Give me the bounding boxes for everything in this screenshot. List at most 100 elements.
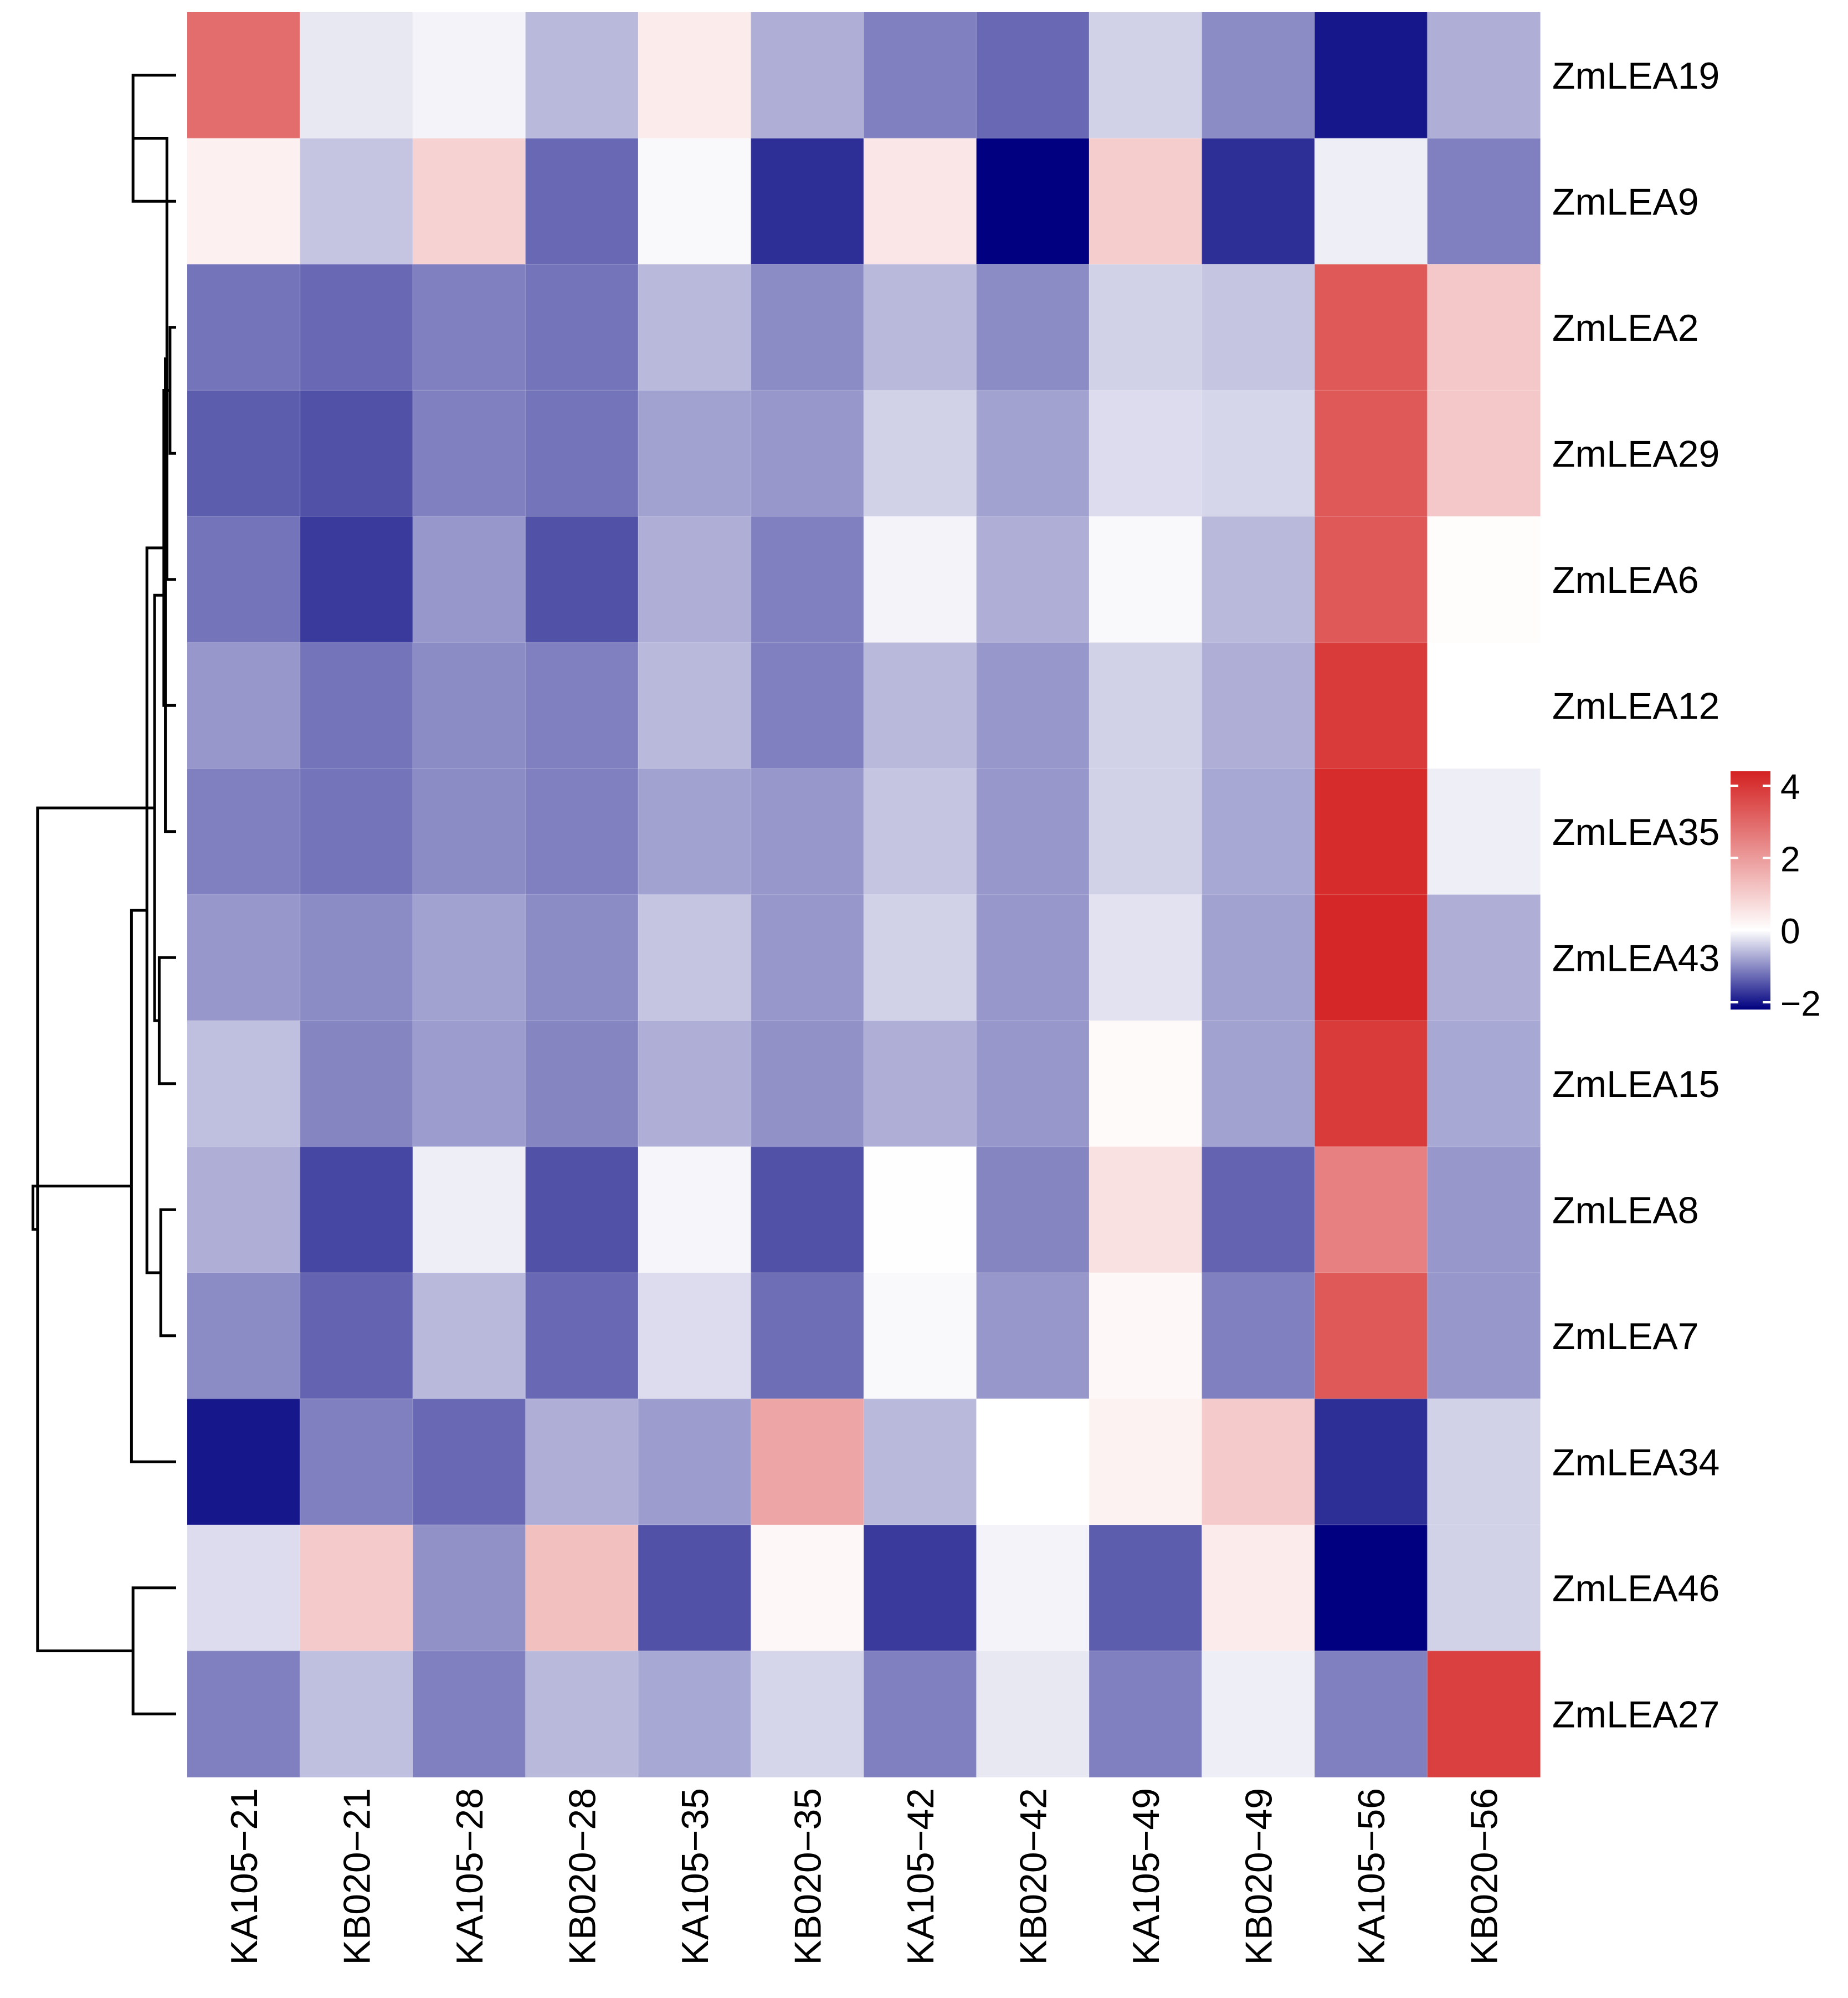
dendrogram-branch bbox=[168, 326, 176, 455]
heatmap-cell bbox=[525, 264, 639, 391]
color-legend: 4 2 0 −2 bbox=[1731, 767, 1821, 1023]
heatmap-cell bbox=[1427, 264, 1541, 391]
heatmap-cell bbox=[638, 1525, 752, 1652]
heatmap-cell bbox=[187, 1146, 301, 1273]
heatmap-cell bbox=[976, 138, 1090, 265]
heatmap-cell bbox=[300, 1021, 413, 1147]
heatmap-cell bbox=[187, 1651, 301, 1777]
heatmap-cell bbox=[864, 390, 977, 517]
heatmap-cell bbox=[300, 12, 413, 139]
heatmap-cell bbox=[1427, 642, 1541, 769]
row-label: ZmLEA43 bbox=[1552, 937, 1719, 979]
heatmap-cell bbox=[638, 264, 752, 391]
heatmap-cell bbox=[751, 1021, 864, 1147]
heatmap-cell bbox=[525, 138, 639, 265]
legend-ticks: 4 2 0 −2 bbox=[1731, 767, 1821, 1023]
legend-color-bar bbox=[1731, 771, 1770, 1010]
heatmap-cell bbox=[638, 1021, 752, 1147]
legend-tick-label: 0 bbox=[1780, 911, 1800, 951]
heatmap-cell bbox=[638, 642, 752, 769]
heatmap-cell bbox=[187, 1021, 301, 1147]
column-label: KA105−21 bbox=[223, 1788, 265, 1965]
heatmap-cell bbox=[1089, 516, 1203, 643]
heatmap-cell bbox=[864, 12, 977, 139]
heatmap-cell bbox=[413, 1398, 526, 1525]
row-label: ZmLEA15 bbox=[1552, 1063, 1719, 1105]
row-label: ZmLEA27 bbox=[1552, 1693, 1719, 1735]
row-label: ZmLEA34 bbox=[1552, 1441, 1719, 1483]
column-label: KA105−35 bbox=[674, 1788, 716, 1965]
heatmap-cell bbox=[1202, 390, 1315, 517]
heatmap-cell bbox=[413, 390, 526, 517]
heatmap-cell bbox=[525, 390, 639, 517]
heatmap-cell bbox=[413, 894, 526, 1021]
heatmap-cell bbox=[976, 769, 1090, 895]
column-label: KB020−56 bbox=[1463, 1788, 1505, 1965]
heatmap-cell bbox=[864, 1651, 977, 1777]
heatmap-cell bbox=[864, 1398, 977, 1525]
heatmap-cell bbox=[638, 138, 752, 265]
heatmap-cell bbox=[187, 1398, 301, 1525]
heatmap-cell bbox=[976, 894, 1090, 1021]
heatmap-cell bbox=[1427, 390, 1541, 517]
heatmap-cell bbox=[413, 1273, 526, 1400]
heatmap-cell bbox=[187, 516, 301, 643]
row-label: ZmLEA46 bbox=[1552, 1567, 1719, 1610]
heatmap-cell bbox=[1202, 1651, 1315, 1777]
heatmap-cell bbox=[300, 1273, 413, 1400]
column-label: KA105−49 bbox=[1125, 1788, 1167, 1965]
heatmap-cell bbox=[1089, 1146, 1203, 1273]
heatmap-cell bbox=[751, 138, 864, 265]
heatmap-cell bbox=[976, 642, 1090, 769]
heatmap-cell bbox=[1315, 1146, 1428, 1273]
heatmap-cell bbox=[525, 1651, 639, 1777]
column-label: KA105−56 bbox=[1351, 1788, 1393, 1965]
heatmap-cell bbox=[1427, 1525, 1541, 1652]
heatmap-cell bbox=[976, 1021, 1090, 1147]
heatmap-cell bbox=[751, 264, 864, 391]
heatmap-cell bbox=[864, 894, 977, 1021]
heatmap-cell bbox=[751, 1525, 864, 1652]
dendrogram-branch bbox=[131, 1586, 176, 1715]
column-label: KB020−42 bbox=[1012, 1788, 1054, 1965]
heatmap-cell bbox=[976, 12, 1090, 139]
row-label: ZmLEA19 bbox=[1552, 55, 1719, 97]
heatmap-cell bbox=[1315, 1651, 1428, 1777]
dendrogram-branch bbox=[159, 1208, 176, 1338]
heatmap-cell bbox=[413, 769, 526, 895]
column-label: KA105−42 bbox=[900, 1788, 942, 1965]
heatmap-cell bbox=[976, 264, 1090, 391]
column-label: KB020−21 bbox=[336, 1788, 378, 1965]
heatmap-cell bbox=[1427, 894, 1541, 1021]
heatmap-cell bbox=[525, 1146, 639, 1273]
heatmap-cells bbox=[187, 12, 1541, 1777]
heatmap-cell bbox=[638, 516, 752, 643]
legend-tick-label: −2 bbox=[1780, 983, 1821, 1023]
heatmap-cell bbox=[638, 1651, 752, 1777]
heatmap-cell bbox=[864, 1273, 977, 1400]
row-dendrogram bbox=[31, 74, 176, 1715]
heatmap-cell bbox=[751, 894, 864, 1021]
heatmap-cell bbox=[1202, 138, 1315, 265]
heatmap-cell bbox=[525, 769, 639, 895]
heatmap-cell bbox=[300, 1525, 413, 1652]
heatmap-cell bbox=[751, 1273, 864, 1400]
heatmap-cell bbox=[864, 264, 977, 391]
heatmap-cell bbox=[1427, 516, 1541, 643]
heatmap-cell bbox=[413, 12, 526, 139]
column-label: KB020−35 bbox=[787, 1788, 829, 1965]
heatmap-cell bbox=[638, 894, 752, 1021]
heatmap-cell bbox=[751, 516, 864, 643]
heatmap-cell bbox=[300, 1651, 413, 1777]
heatmap-cell bbox=[525, 1525, 639, 1652]
heatmap-cell bbox=[1089, 769, 1203, 895]
heatmap-cell bbox=[1315, 894, 1428, 1021]
heatmap-cell bbox=[413, 1146, 526, 1273]
heatmap-cell bbox=[187, 264, 301, 391]
heatmap-cell bbox=[1315, 769, 1428, 895]
heatmap-cell bbox=[976, 1525, 1090, 1652]
heatmap-cell bbox=[187, 1273, 301, 1400]
column-labels: KA105−21 KB020−21 KA105−28 KB020−28 KA105−35… bbox=[223, 1788, 1506, 1965]
row-label: ZmLEA8 bbox=[1552, 1189, 1699, 1231]
